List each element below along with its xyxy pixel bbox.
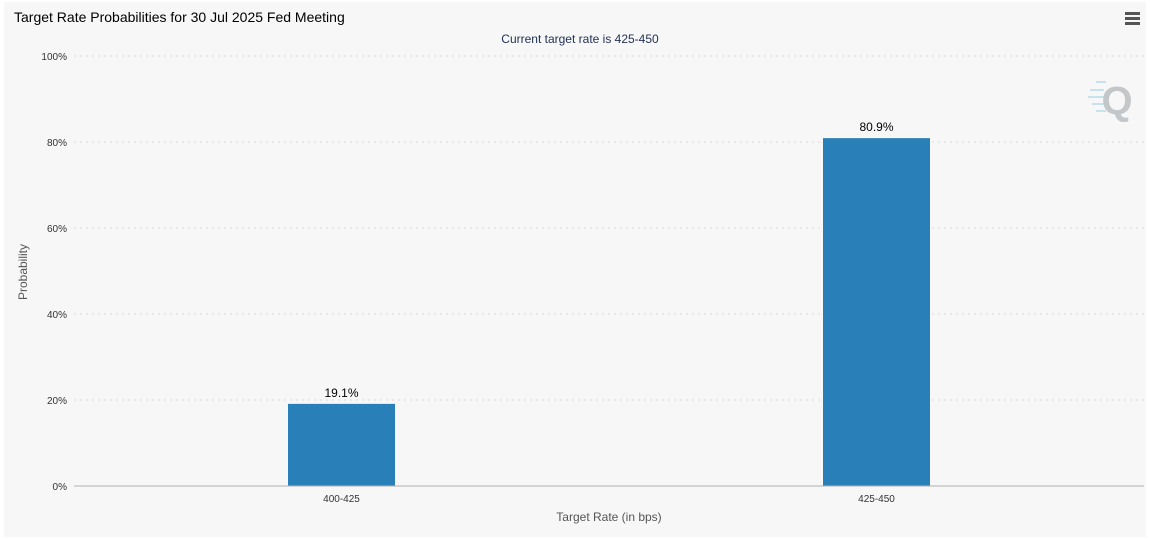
grid-lines [74, 55, 1144, 401]
bar-400-425[interactable] [288, 403, 395, 486]
x-tick-label: 425-450 [858, 494, 895, 505]
chart-subtitle: Current target rate is 425-450 [501, 32, 659, 46]
y-tick-label: 0% [53, 482, 68, 493]
data-label: 19.1% [324, 386, 358, 400]
y-tick-label: 100% [41, 52, 67, 63]
y-tick-label: 20% [47, 396, 67, 407]
watermark-letter: Q [1101, 79, 1132, 123]
data-label: 80.9% [859, 120, 893, 134]
chart-container: Target Rate Probabilities for 30 Jul 202… [4, 2, 1146, 537]
x-tick-label: 400-425 [323, 494, 360, 505]
y-axis-ticks: 0% 20% 40% 60% 80% 100% [41, 52, 67, 493]
y-tick-label: 40% [47, 310, 67, 321]
x-axis-label: Target Rate (in bps) [556, 510, 661, 524]
data-labels: 19.1% 80.9% [324, 120, 893, 400]
bar-chart: Current target rate is 425-450 Q 0% 20% 40… [16, 32, 1144, 524]
x-axis-ticks: 400-425 425-450 [323, 494, 895, 505]
page-title: Target Rate Probabilities for 30 Jul 202… [14, 9, 345, 25]
hamburger-menu-icon[interactable] [1122, 10, 1142, 28]
quikstrike-q-logo-icon: Q [1088, 79, 1133, 123]
y-tick-label: 80% [47, 138, 67, 149]
bar-425-450[interactable] [823, 138, 930, 486]
y-tick-label: 60% [47, 224, 67, 235]
y-axis-label: Probability [16, 244, 30, 300]
bars [288, 138, 930, 486]
